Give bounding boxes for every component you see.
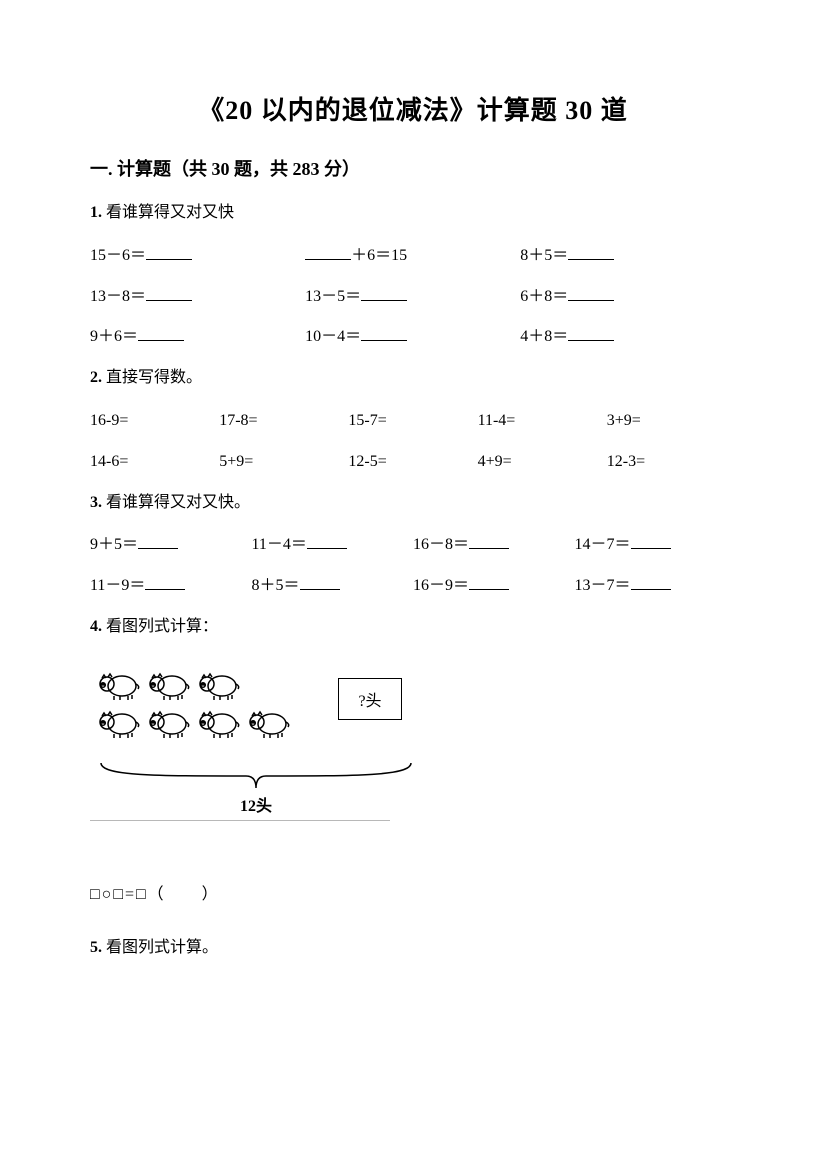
unknown-box-label: ?头 [358, 687, 381, 711]
q2-c: 14-6= [90, 448, 219, 477]
answer-blank[interactable] [631, 533, 671, 549]
q2-c: 12-5= [348, 448, 477, 477]
page: 《20 以内的退位减法》计算题 30 道 一. 计算题（共 30 题，共 283… [0, 0, 826, 1169]
pig-icon [96, 704, 140, 740]
pig-icon [146, 666, 190, 702]
unknown-box: ?头 [338, 678, 402, 720]
question-4: 4. 看图列式计算： [90, 613, 736, 642]
q3-c: 8＋5＝ [252, 572, 414, 601]
answer-blank[interactable] [145, 574, 185, 590]
total-label: 12头 [96, 792, 416, 816]
q2-row-2: 14-6= 5+9= 12-5= 4+9= 12-3= [90, 448, 736, 477]
answer-blank[interactable] [568, 325, 614, 341]
q1-c: 4＋8＝ [520, 323, 735, 352]
q3-label: 3. [90, 494, 102, 511]
question-1: 1. 看谁算得又对又快 [90, 199, 736, 228]
q3-c: 11－9＝ [90, 572, 252, 601]
answer-blank[interactable] [307, 533, 347, 549]
q3-c: 13－7＝ [575, 572, 737, 601]
q1-c: 6＋8＝ [520, 283, 735, 312]
q2-row-1: 16-9= 17-8= 15-7= 11-4= 3+9= [90, 407, 736, 436]
pig-icon [246, 704, 290, 740]
q1-c: 13－5＝ [305, 283, 520, 312]
q1-c: 8＋5＝ [520, 242, 735, 271]
brace-icon [96, 760, 416, 790]
q5-label: 5. [90, 939, 102, 956]
answer-blank[interactable] [469, 533, 509, 549]
question-3: 3. 看谁算得又对又快。 [90, 489, 736, 518]
q2-c: 17-8= [219, 407, 348, 436]
answer-blank[interactable] [631, 574, 671, 590]
q4-text: 看图列式计算： [106, 618, 218, 635]
answer-blank[interactable] [138, 533, 178, 549]
q4-figure: ?头 12头 [90, 660, 430, 850]
answer-blank[interactable] [568, 244, 614, 260]
pig-icon [196, 704, 240, 740]
q2-c: 5+9= [219, 448, 348, 477]
answer-blank[interactable] [300, 574, 340, 590]
q3-row-2: 11－9＝ 8＋5＝ 16－9＝ 13－7＝ [90, 572, 736, 601]
q3-c: 16－9＝ [413, 572, 575, 601]
q3-c: 9＋5＝ [90, 531, 252, 560]
pig-icon [146, 704, 190, 740]
pig-icon [196, 666, 240, 702]
answer-blank[interactable] [361, 284, 407, 300]
q3-c: 14－7＝ [575, 531, 737, 560]
pig-icon [96, 666, 140, 702]
answer-blank[interactable] [469, 574, 509, 590]
page-title: 《20 以内的退位减法》计算题 30 道 [90, 90, 736, 127]
q2-c: 4+9= [478, 448, 607, 477]
q1-label: 1. [90, 204, 102, 221]
pig-row [96, 704, 290, 740]
q3-text: 看谁算得又对又快。 [106, 494, 250, 511]
answer-blank[interactable] [361, 325, 407, 341]
q2-c: 11-4= [478, 407, 607, 436]
q1-text: 看谁算得又对又快 [106, 204, 234, 221]
q1-c: ＋6＝15 [305, 242, 520, 271]
q2-c: 12-3= [607, 448, 736, 477]
answer-blank[interactable] [146, 244, 192, 260]
q1-c: 9＋6＝ [90, 323, 305, 352]
q4-equation[interactable]: □○□=□（ ） [90, 880, 736, 904]
q1-row-3: 9＋6＝ 10－4＝ 4＋8＝ [90, 323, 736, 352]
answer-blank[interactable] [568, 284, 614, 300]
q3-c: 16－8＝ [413, 531, 575, 560]
q1-c: 13－8＝ [90, 283, 305, 312]
answer-blank[interactable] [305, 244, 351, 260]
answer-blank[interactable] [138, 325, 184, 341]
divider-line [90, 820, 390, 821]
q2-c: 3+9= [607, 407, 736, 436]
q1-row-1: 15－6＝ ＋6＝15 8＋5＝ [90, 242, 736, 271]
answer-blank[interactable] [146, 284, 192, 300]
q2-c: 15-7= [348, 407, 477, 436]
q2-text: 直接写得数。 [106, 369, 202, 386]
question-2: 2. 直接写得数。 [90, 364, 736, 393]
q2-c: 16-9= [90, 407, 219, 436]
q1-c: 15－6＝ [90, 242, 305, 271]
q1-c: 10－4＝ [305, 323, 520, 352]
q4-label: 4. [90, 618, 102, 635]
q1-row-2: 13－8＝ 13－5＝ 6＋8＝ [90, 283, 736, 312]
q2-label: 2. [90, 369, 102, 386]
section-header: 一. 计算题（共 30 题，共 283 分） [90, 155, 736, 181]
pig-group [96, 666, 290, 740]
q5-text: 看图列式计算。 [106, 939, 218, 956]
q3-c: 11－4＝ [252, 531, 414, 560]
pig-row [96, 666, 290, 702]
question-5: 5. 看图列式计算。 [90, 934, 736, 963]
q3-row-1: 9＋5＝ 11－4＝ 16－8＝ 14－7＝ [90, 531, 736, 560]
